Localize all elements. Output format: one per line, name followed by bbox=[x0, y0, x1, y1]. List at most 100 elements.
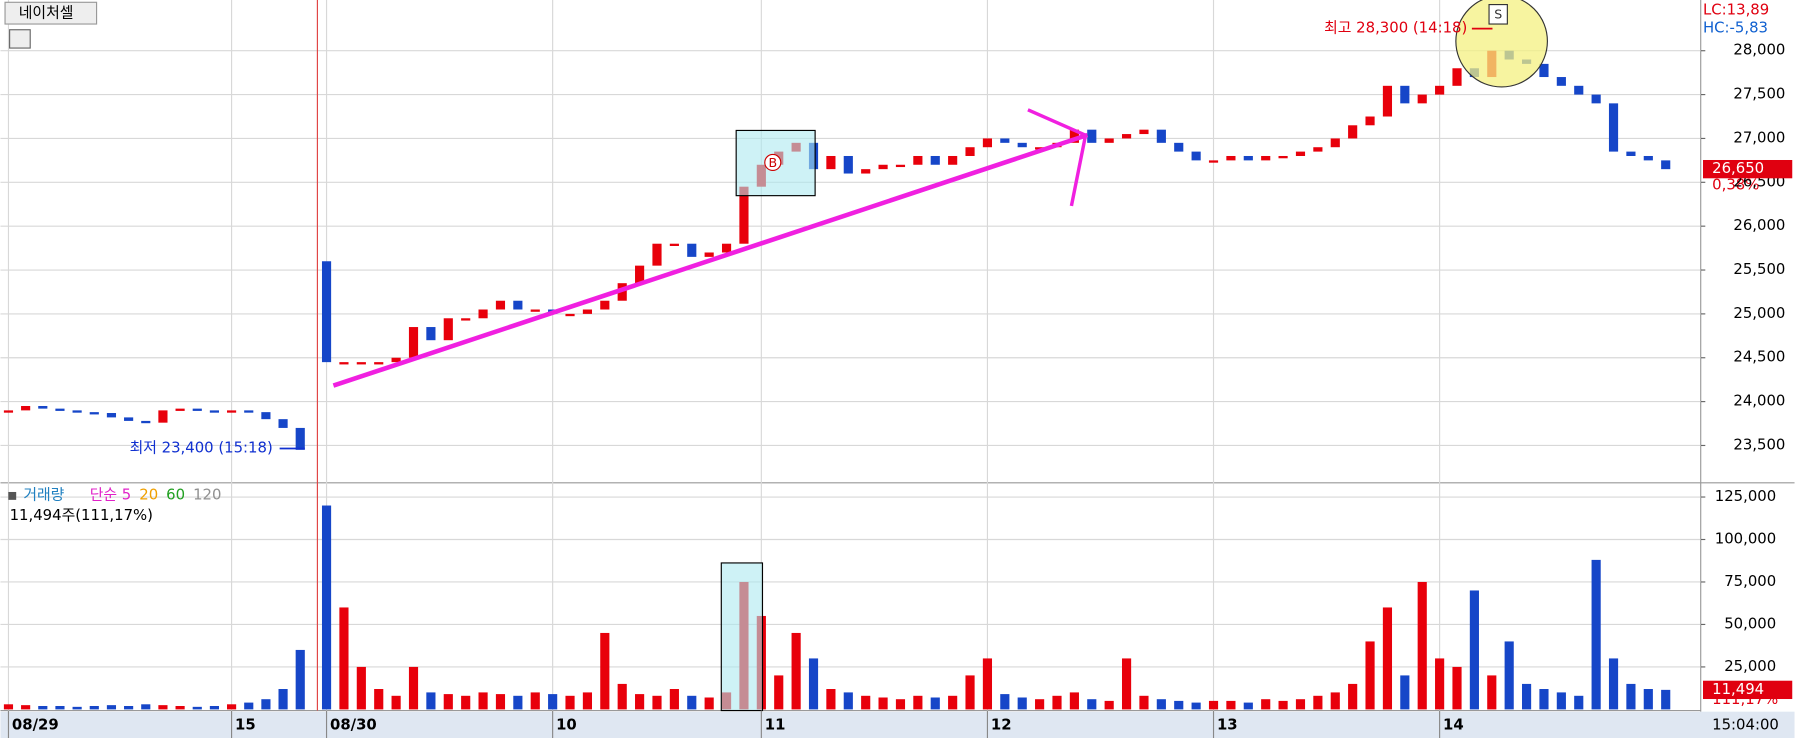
volume-bar bbox=[982, 658, 993, 710]
buy-marker bbox=[764, 153, 782, 172]
trend-line bbox=[332, 132, 1089, 388]
arrow-line bbox=[1069, 136, 1087, 207]
volume-bar bbox=[261, 699, 271, 710]
title-box bbox=[4, 1, 98, 25]
last-volume-label: 11,494 bbox=[1712, 680, 1764, 698]
volume-bar bbox=[791, 632, 801, 710]
volume-box bbox=[720, 562, 764, 712]
candle-body bbox=[55, 408, 65, 411]
candle-body bbox=[461, 318, 471, 321]
volume-bar bbox=[1052, 695, 1062, 710]
change-label: 0,38% bbox=[1712, 175, 1759, 193]
hc-label: HC:-5,83 bbox=[1703, 19, 1768, 37]
candle-body bbox=[1226, 155, 1236, 161]
volume-bar bbox=[1139, 695, 1149, 710]
candle-body bbox=[652, 243, 662, 266]
volume-info: 11,494주(111,17%) bbox=[10, 506, 153, 524]
volume-bar bbox=[339, 607, 349, 710]
candle-body bbox=[1661, 160, 1671, 170]
y-tick-label: 27,500 bbox=[1733, 85, 1785, 103]
candle-body bbox=[391, 357, 401, 363]
candle-body bbox=[965, 147, 975, 156]
candle-body bbox=[356, 362, 366, 365]
candle-body bbox=[89, 412, 99, 415]
volume-bar bbox=[1191, 702, 1201, 710]
candle-body bbox=[192, 408, 202, 411]
volume-bar bbox=[1487, 675, 1497, 710]
volume-bar bbox=[1035, 699, 1045, 710]
volume-bar bbox=[1556, 692, 1566, 710]
volume-bar bbox=[1156, 699, 1166, 710]
volume-bar bbox=[913, 695, 923, 710]
candle-body bbox=[1174, 142, 1184, 152]
candle-body bbox=[478, 309, 488, 319]
buy-marker-text: B bbox=[768, 155, 777, 170]
legend-entry: 60 bbox=[166, 485, 185, 503]
candle-body bbox=[582, 309, 593, 314]
volume-bar bbox=[1504, 641, 1514, 710]
candle-body bbox=[982, 138, 993, 148]
volume-bar bbox=[38, 705, 48, 710]
volume-bar bbox=[617, 683, 627, 710]
x-tick-label: 12 bbox=[991, 715, 1012, 733]
candle-body bbox=[1191, 151, 1201, 161]
ma-legend: 단순 5 20 60 120 bbox=[90, 485, 222, 503]
volume-bar bbox=[72, 706, 82, 710]
x-tick-label: 14 bbox=[1443, 715, 1464, 733]
volume-bar bbox=[478, 692, 488, 710]
candle-body bbox=[261, 412, 271, 420]
volume-bar bbox=[1208, 700, 1219, 710]
volume-bar bbox=[1000, 694, 1010, 710]
volume-bar bbox=[124, 705, 134, 710]
last-price-label: 26,650 bbox=[1712, 159, 1764, 177]
volume-bar bbox=[1382, 607, 1393, 710]
volume-bar bbox=[106, 705, 117, 710]
low-label: 최저 23,400 (15:18) bbox=[130, 439, 273, 457]
x-tick-label: 13 bbox=[1217, 715, 1238, 733]
y-tick-label: 25,500 bbox=[1733, 260, 1785, 278]
y-tick-label: 28,000 bbox=[1733, 41, 1785, 59]
grid-icon bbox=[9, 29, 31, 49]
y2-tick-label: 50,000 bbox=[1724, 614, 1776, 632]
volume-bar bbox=[1069, 692, 1079, 710]
volume-bar bbox=[530, 692, 540, 710]
volume-bar bbox=[774, 675, 784, 710]
volume-bar bbox=[1226, 700, 1236, 710]
candle-body bbox=[278, 419, 288, 428]
volume-bar bbox=[461, 695, 471, 710]
sell-marker-text: S bbox=[1494, 6, 1502, 21]
y2-tick-label: 100,000 bbox=[1715, 530, 1776, 548]
candle-body bbox=[878, 164, 888, 170]
volume-bar bbox=[1574, 695, 1584, 710]
volume-bar bbox=[321, 505, 332, 710]
y2-tick-label: 25,000 bbox=[1724, 657, 1776, 675]
volume-bar bbox=[1104, 700, 1114, 710]
volume-bar bbox=[391, 695, 401, 710]
candle-body bbox=[21, 405, 31, 411]
legend-icon: ■ bbox=[7, 489, 17, 501]
candle-body bbox=[295, 427, 305, 450]
candle-body bbox=[321, 261, 332, 363]
y2-tick-label: 125,000 bbox=[1715, 487, 1776, 505]
candle-body bbox=[895, 164, 906, 168]
candle-body bbox=[1278, 155, 1288, 159]
candle-body bbox=[1261, 155, 1271, 161]
x-tick-label: 11 bbox=[765, 715, 786, 733]
volume-bar bbox=[356, 666, 366, 710]
candle-body bbox=[72, 410, 82, 413]
candle-body bbox=[861, 169, 871, 174]
candle-body bbox=[913, 155, 923, 165]
candle-body bbox=[1452, 68, 1462, 86]
volume-bar bbox=[1121, 658, 1132, 710]
volume-bar bbox=[1417, 581, 1427, 710]
volume-bar bbox=[965, 675, 975, 710]
candle-body bbox=[948, 155, 958, 165]
volume-bar bbox=[669, 689, 679, 710]
candle-body bbox=[1069, 129, 1079, 143]
volume-bar bbox=[582, 692, 593, 710]
volume-bar bbox=[408, 666, 419, 710]
candle-body bbox=[600, 300, 610, 310]
y-tick-label: 23,500 bbox=[1733, 435, 1785, 453]
candle-body bbox=[513, 300, 523, 310]
volume-bar bbox=[295, 649, 305, 710]
